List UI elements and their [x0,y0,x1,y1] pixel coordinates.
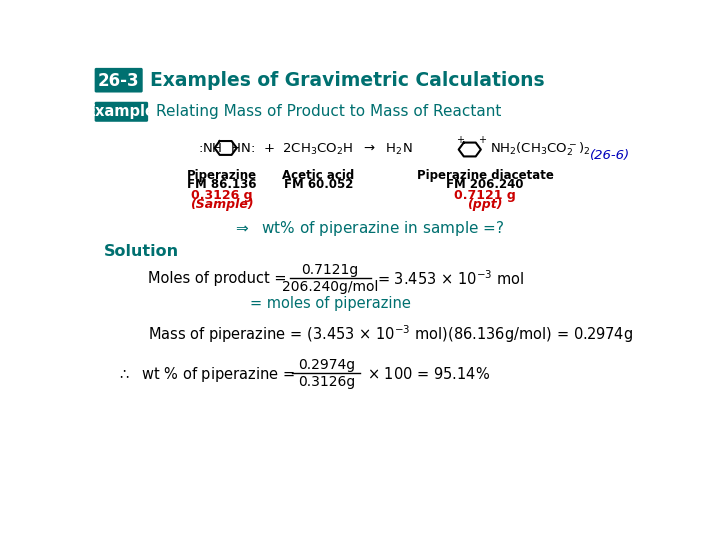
Text: = 3.453 $\times$ 10$^{-3}$ mol: = 3.453 $\times$ 10$^{-3}$ mol [377,269,524,288]
Text: 0.7121 g: 0.7121 g [454,189,516,202]
Text: 0.2974g: 0.2974g [298,358,355,372]
Text: Solution: Solution [104,244,179,259]
Text: :NH  HN:  +  2CH$_3$CO$_2$H  $\rightarrow$  H$_2$N: :NH HN: + 2CH$_3$CO$_2$H $\rightarrow$ H… [199,142,413,157]
Text: 0.3126g: 0.3126g [298,375,355,389]
Text: FM 206.240: FM 206.240 [446,178,524,191]
Text: 0.3126 g: 0.3126 g [191,189,253,202]
Text: +: + [456,135,464,145]
Text: Moles of product =: Moles of product = [148,272,292,286]
Text: Relating Mass of Product to Mass of Reactant: Relating Mass of Product to Mass of Reac… [156,104,501,119]
Text: (26-6): (26-6) [590,149,630,162]
Text: Mass of piperazine = (3.453 $\times$ 10$^{-3}$ mol)(86.136g/mol) = 0.2974g: Mass of piperazine = (3.453 $\times$ 10$… [148,323,633,345]
Text: FM 86.136: FM 86.136 [187,178,256,191]
Text: Acetic acid: Acetic acid [282,168,355,182]
Text: $\therefore$  wt % of piperazine =: $\therefore$ wt % of piperazine = [117,365,297,384]
FancyBboxPatch shape [94,68,143,92]
Text: = moles of piperazine: = moles of piperazine [250,296,410,311]
Text: +: + [478,135,486,145]
Text: Example: Example [86,104,156,119]
Text: Examples of Gravimetric Calculations: Examples of Gravimetric Calculations [150,71,545,91]
FancyBboxPatch shape [94,102,148,122]
Text: Piperazine diacetate: Piperazine diacetate [417,168,554,182]
Text: 26-3: 26-3 [98,72,140,90]
Text: $\Rightarrow$  wt% of piperazine in sample =?: $\Rightarrow$ wt% of piperazine in sampl… [233,219,505,238]
Text: 206.240g/mol: 206.240g/mol [282,280,379,294]
Text: FM 60.052: FM 60.052 [284,178,354,191]
Text: (Sample): (Sample) [190,198,253,211]
Text: (ppt): (ppt) [467,198,503,211]
Text: NH$_2$(CH$_3$CO$_2^-$)$_2$: NH$_2$(CH$_3$CO$_2^-$)$_2$ [490,141,590,158]
Text: $\times$ 100 = 95.14%: $\times$ 100 = 95.14% [367,366,491,382]
Text: 0.7121g: 0.7121g [302,264,359,278]
Text: Piperazine: Piperazine [186,168,257,182]
